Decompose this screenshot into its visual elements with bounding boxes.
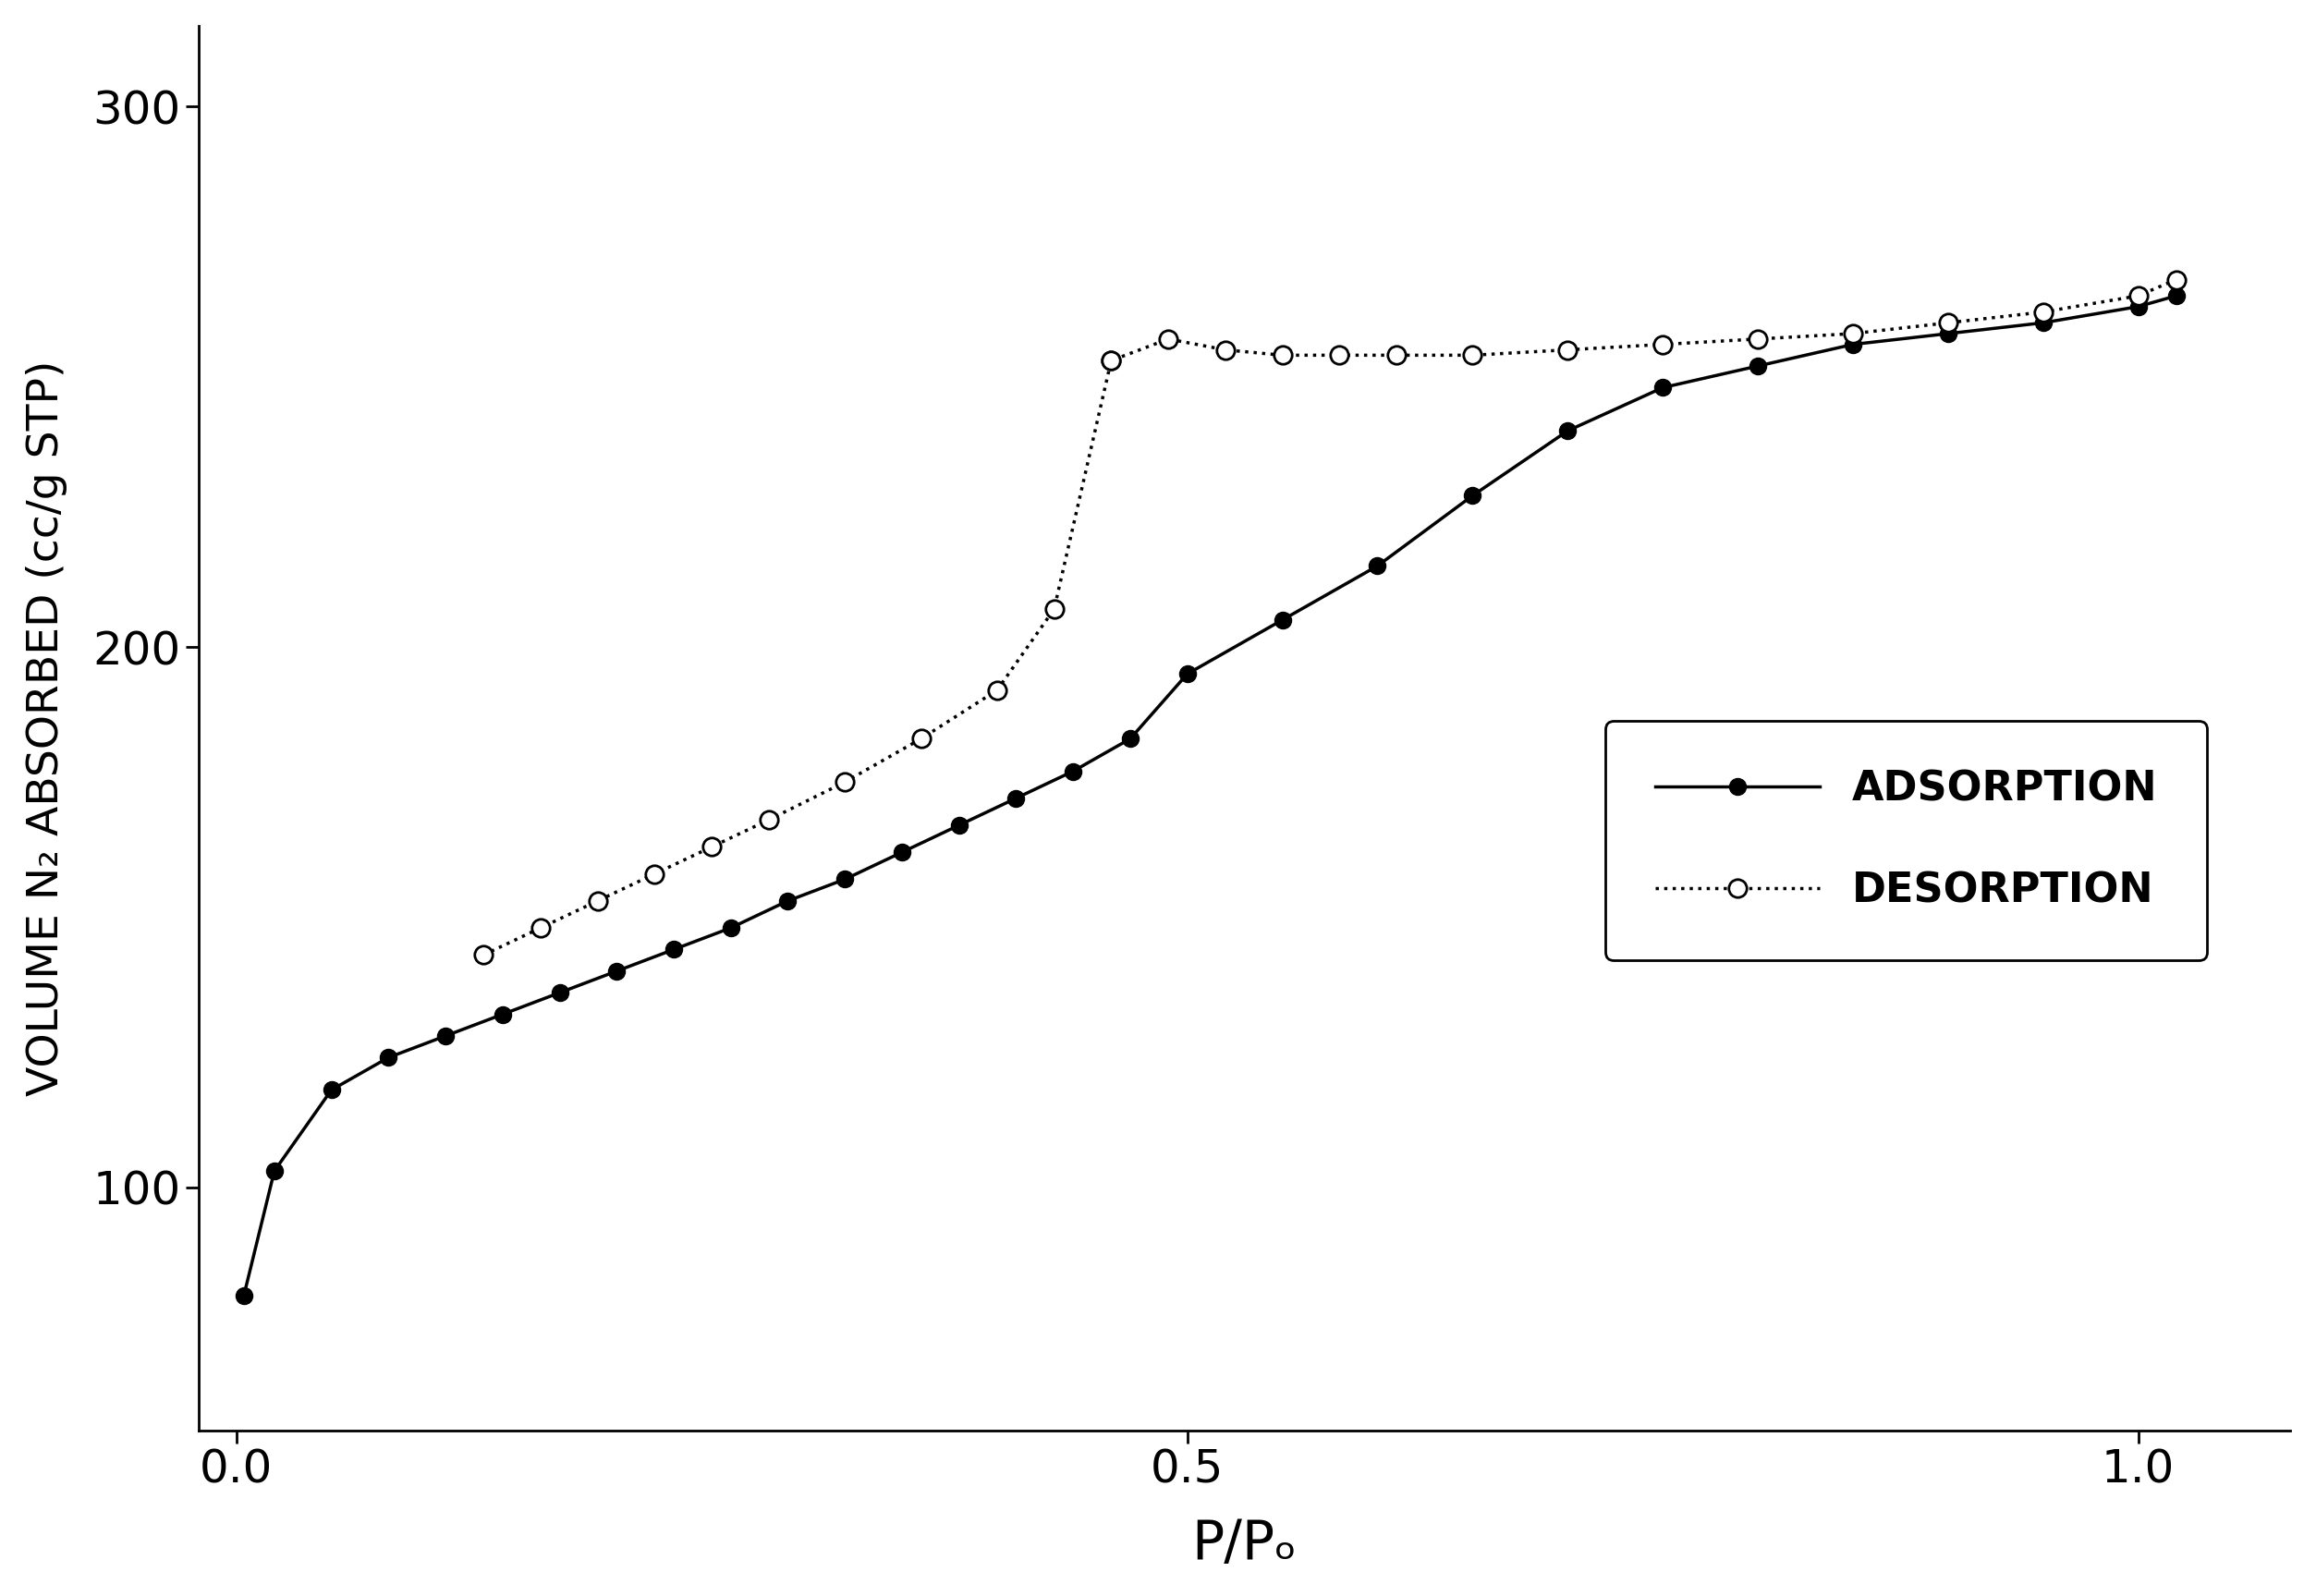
Y-axis label: VOLUME N₂ ABSORBED (cc/g STP): VOLUME N₂ ABSORBED (cc/g STP) [25,361,67,1096]
X-axis label: P/Pₒ: P/Pₒ [1190,1518,1297,1570]
Legend: ADSORPTION, DESORPTION: ADSORPTION, DESORPTION [1605,720,2207,961]
